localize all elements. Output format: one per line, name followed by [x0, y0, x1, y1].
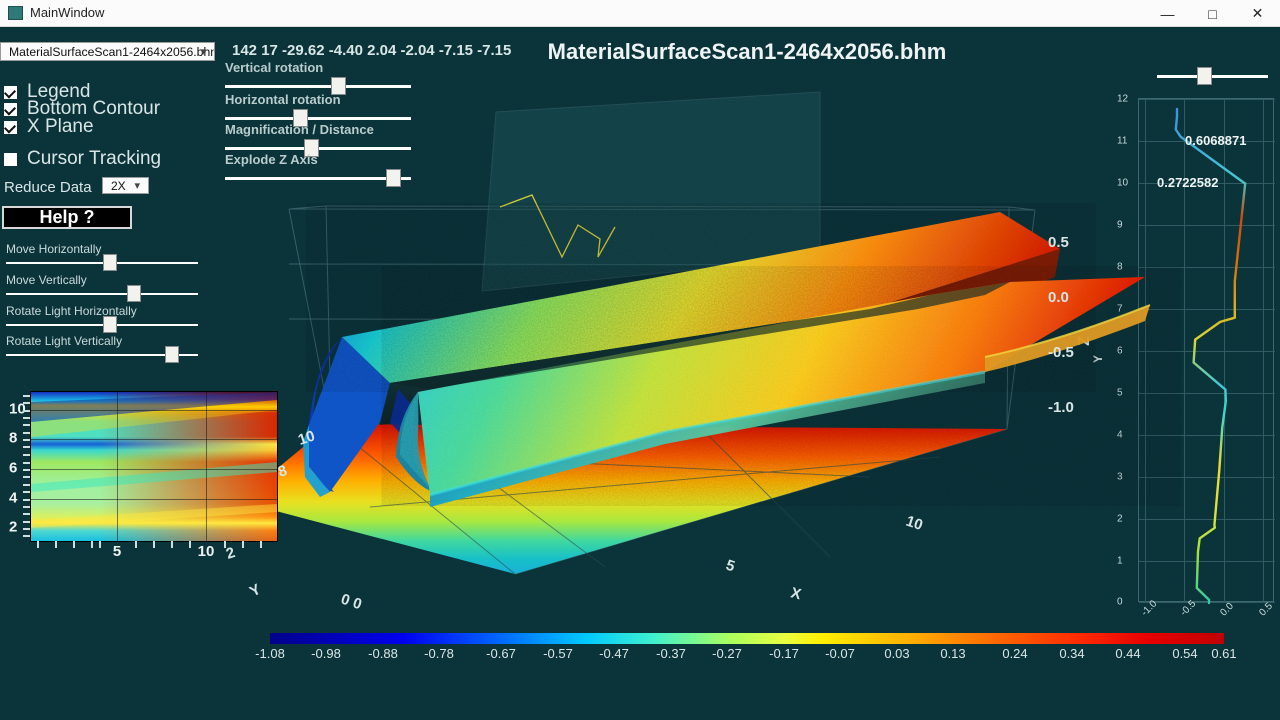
svg-text:-1.0: -1.0 — [1048, 399, 1074, 416]
svg-text:2: 2 — [224, 544, 237, 563]
svg-text:-0.5: -0.5 — [1048, 344, 1074, 361]
svg-text:5: 5 — [724, 557, 737, 576]
svg-text:0.0: 0.0 — [1048, 289, 1069, 306]
svg-text:X: X — [789, 584, 803, 603]
svg-text:10: 10 — [904, 513, 925, 534]
svg-text:Y: Y — [247, 581, 264, 601]
svg-text:0.5: 0.5 — [1048, 234, 1069, 251]
svg-text:0 0: 0 0 — [339, 591, 364, 614]
